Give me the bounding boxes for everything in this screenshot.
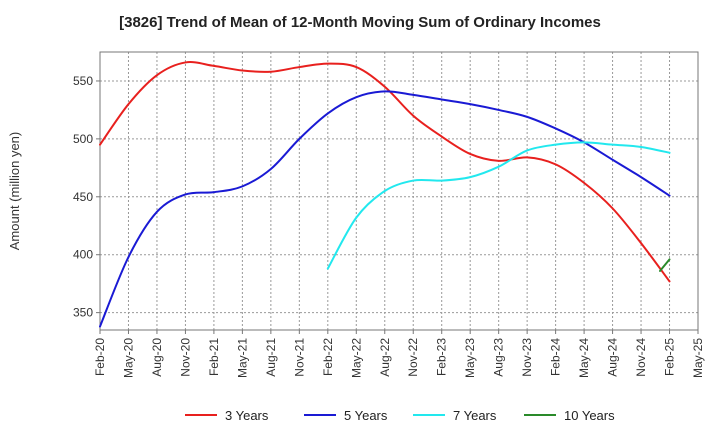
x-tick-label: Nov-23 (520, 338, 534, 377)
y-tick-label: 500 (73, 132, 93, 146)
x-tick-label: May-25 (691, 338, 705, 378)
x-tick-label: Nov-22 (406, 338, 420, 377)
legend-label: 5 Years (344, 408, 388, 423)
x-tick-label: May-22 (349, 338, 363, 378)
x-tick-label: Nov-20 (178, 338, 192, 377)
grid-lines (100, 52, 698, 330)
x-tick-label: Feb-22 (321, 338, 335, 376)
x-tick-label: Aug-20 (150, 338, 164, 377)
y-tick-label: 350 (73, 306, 93, 320)
y-tick-label: 400 (73, 248, 93, 262)
x-tick-label: Aug-24 (606, 338, 620, 377)
x-tick-label: May-24 (577, 338, 591, 378)
series-lines (99, 61, 671, 328)
legend-item-10-years: 10 Years (524, 408, 615, 423)
x-tick-label: Aug-21 (264, 338, 278, 377)
chart-title: [3826] Trend of Mean of 12-Month Moving … (119, 14, 601, 31)
series-line-10-years (659, 258, 671, 272)
x-tick-label: Feb-23 (435, 338, 449, 376)
x-tick-label: Nov-24 (634, 338, 648, 377)
x-tick-label: Feb-21 (207, 338, 221, 376)
y-tick-label: 450 (73, 190, 93, 204)
x-tick-label: May-21 (235, 338, 249, 378)
x-axis-ticks: Feb-20 May-20 Aug-20 Nov-20 Feb-21 May-21 Aug-… (93, 330, 705, 378)
legend-label: 10 Years (564, 408, 615, 423)
series-line-7-years (326, 141, 671, 270)
x-tick-label: Feb-25 (663, 338, 677, 376)
legend-item-3-years: 3 Years (185, 408, 269, 423)
legend-label: 7 Years (453, 408, 497, 423)
series-line-5-years (99, 90, 671, 328)
y-axis-ticks: 350 400 450 500 550 (73, 74, 100, 320)
x-tick-label: Aug-22 (378, 338, 392, 377)
x-tick-label: May-23 (463, 338, 477, 378)
legend-label: 3 Years (225, 408, 269, 423)
x-tick-label: Aug-23 (492, 338, 506, 377)
x-tick-label: Feb-24 (549, 338, 563, 376)
plot-area (99, 51, 699, 331)
x-tick-label: Feb-20 (93, 338, 107, 376)
legend-item-7-years: 7 Years (413, 408, 497, 423)
legend-item-5-years: 5 Years (304, 408, 388, 423)
x-tick-label: Nov-21 (292, 338, 306, 377)
y-axis-title: Amount (million yen) (7, 132, 22, 251)
series-line-3-years (99, 61, 671, 283)
legend: 3 Years 5 Years 7 Years 10 Years (185, 408, 615, 423)
x-tick-label: May-20 (121, 338, 135, 378)
y-tick-label: 550 (73, 74, 93, 88)
